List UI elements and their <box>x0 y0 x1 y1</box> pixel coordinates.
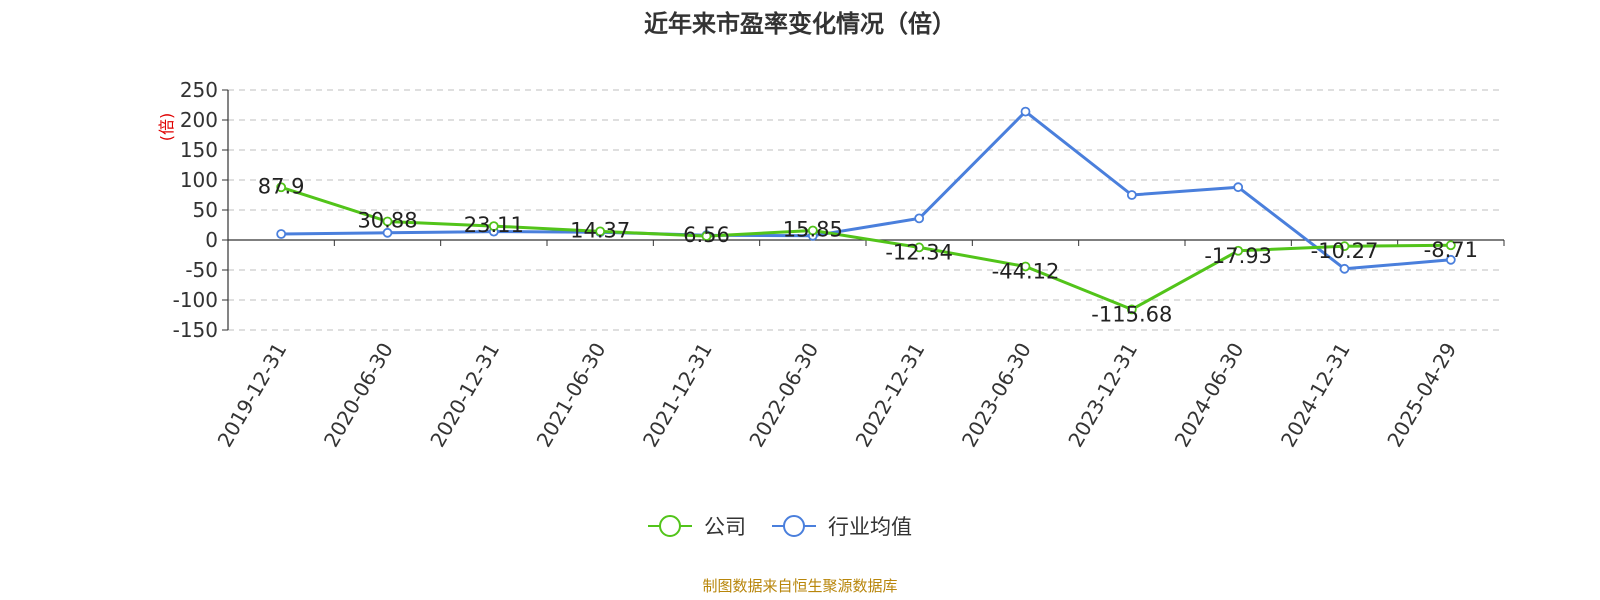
data-point-0 <box>1020 261 1031 272</box>
y-tick-label: 250 <box>180 78 218 102</box>
data-label: -8.71 <box>1424 238 1478 262</box>
data-label: 30.88 <box>357 208 417 232</box>
data-point-0 <box>1233 245 1244 256</box>
data-point-1 <box>1445 254 1456 265</box>
series-line-1 <box>281 110 1451 271</box>
y-tick-label: 200 <box>180 108 218 132</box>
data-label: 23.11 <box>464 213 524 237</box>
data-label: 6.56 <box>683 223 730 247</box>
y-tick-label: -150 <box>173 318 218 342</box>
y-tick-label: 150 <box>180 138 218 162</box>
data-point-1 <box>1126 190 1137 200</box>
data-point-0 <box>914 242 925 253</box>
grid-lines <box>228 89 1504 331</box>
legend-label-0: 公司 <box>704 515 746 539</box>
series-line-0 <box>280 185 1451 311</box>
y-tick-label: -100 <box>173 288 218 312</box>
data-point-0 <box>382 216 393 227</box>
data-point-0 <box>1339 241 1350 252</box>
data-point-1 <box>276 229 287 239</box>
legend-marker-0 <box>659 515 681 537</box>
data-label: 14.37 <box>570 218 630 242</box>
x-tick-label: 2020-12-31 <box>425 339 504 452</box>
data-point-1 <box>1339 263 1350 274</box>
data-point-0 <box>1445 240 1456 251</box>
series-layer <box>276 106 1456 315</box>
x-tick-label: 2020-06-30 <box>319 339 398 452</box>
data-point-0 <box>488 221 499 232</box>
x-tick-label: 2022-06-30 <box>744 339 823 452</box>
data-point-0 <box>595 226 606 237</box>
data-label: -10.27 <box>1311 239 1379 263</box>
legend-marker-1 <box>783 515 805 537</box>
data-point-1 <box>382 227 393 238</box>
x-tick-label: 2023-12-31 <box>1063 339 1142 452</box>
y-tick-label: 50 <box>193 198 218 222</box>
data-label: -12.34 <box>885 240 953 264</box>
data-label: 15.85 <box>783 217 843 241</box>
legend[interactable]: 公司 行业均值 <box>648 515 912 539</box>
data-point-0 <box>276 182 287 193</box>
x-tick-label: 2025-04-29 <box>1382 339 1461 452</box>
y-tick-label: -50 <box>185 258 218 282</box>
source-note: 制图数据来自恒生聚源数据库 <box>702 577 897 595</box>
legend-label-1: 行业均值 <box>828 515 912 539</box>
x-tick-label: 2024-12-31 <box>1276 339 1355 452</box>
x-tick-label: 2021-12-31 <box>638 339 717 452</box>
x-tick-label: 2023-06-30 <box>957 339 1036 452</box>
data-point-0 <box>807 225 818 236</box>
y-tick-label: 0 <box>205 228 218 252</box>
data-point-1 <box>1233 182 1244 193</box>
x-tick-label: 2024-06-30 <box>1170 339 1249 452</box>
data-point-0 <box>701 231 712 241</box>
y-tick-label: 100 <box>180 168 218 192</box>
chart-title: 近年来市盈率变化情况（倍） <box>644 10 956 38</box>
x-tick-label: 2019-12-31 <box>213 339 292 452</box>
data-label: -17.93 <box>1204 244 1272 268</box>
data-label: 87.9 <box>258 174 305 198</box>
data-label: -115.68 <box>1091 302 1172 326</box>
x-tick-label: 2022-12-31 <box>851 339 930 452</box>
data-point-1 <box>1020 106 1031 117</box>
x-tick-label: 2021-06-30 <box>532 339 611 452</box>
data-labels: 87.9 30.88 23.11 14.37 6.56 15.85 -12.34 -44.12… <box>258 174 1478 326</box>
data-label: -44.12 <box>992 259 1060 283</box>
y-axis-unit-label: (倍) <box>157 113 176 142</box>
data-point-0 <box>1126 304 1137 315</box>
data-point-1 <box>914 213 925 224</box>
